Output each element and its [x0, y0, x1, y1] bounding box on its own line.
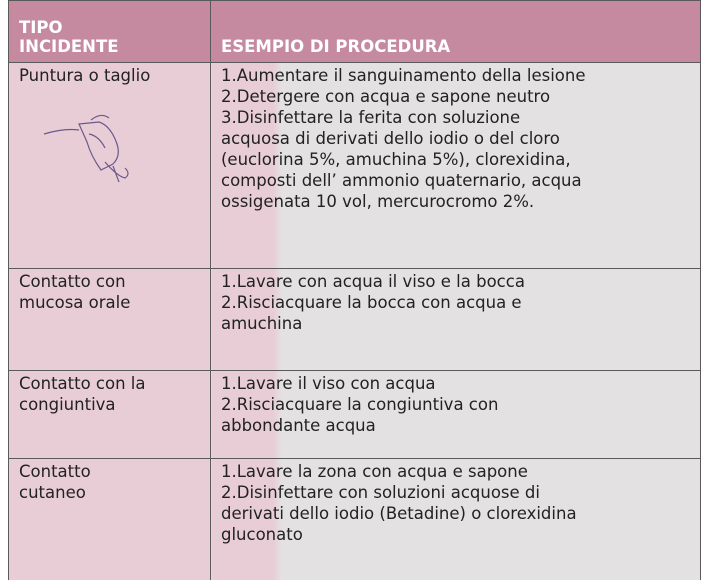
text-line: ESEMPIO DI PROCEDURA: [221, 37, 451, 56]
text-line: cutaneo: [19, 483, 86, 502]
header-cell: TIPO INCIDENTE: [8, 0, 211, 63]
text-line: Puntura o taglio: [19, 66, 151, 85]
text-line: ossigenata 10 vol, mercurocromo 2%.: [221, 192, 535, 211]
procedure-table: TIPO INCIDENTE ESEMPIO DI PROCEDURA Puntu…: [8, 0, 701, 580]
text-line: derivati dello iodio (Betadine) o clorex…: [221, 504, 577, 523]
text-line: (euclorina 5%, amuchina 5%), clorexidina…: [221, 150, 571, 169]
syringe-icon: [43, 114, 129, 183]
table-row: Contatto cutaneo 1.Lavare la zona con acqu…: [8, 458, 701, 580]
text-line: Contatto con: [19, 272, 126, 291]
text-line: mucosa orale: [19, 293, 131, 312]
text-line: Contatto: [19, 462, 91, 481]
table-cell: 1.Lavare la zona con acqua e sapone 2.Dis…: [210, 458, 701, 580]
header-cell: ESEMPIO DI PROCEDURA: [210, 0, 701, 63]
text-line: 1.Lavare il viso con acqua: [221, 374, 436, 393]
table-row: Contatto con mucosa orale 1.Lavare con acq…: [8, 268, 701, 371]
text-line: 3.Disinfettare la ferita con soluzione: [221, 108, 521, 127]
table-cell: 1.Lavare il viso con acqua 2.Risciacquare…: [210, 370, 701, 459]
text-line: acquosa di derivati dello iodio o del cl…: [221, 129, 560, 148]
table-row: Puntura o taglio 1.Aumentare il sanguinam…: [8, 62, 701, 269]
table-cell: Puntura o taglio: [8, 62, 211, 269]
text-line: 1.Aumentare il sanguinamento della lesio…: [221, 66, 586, 85]
text-line: amuchina: [221, 314, 303, 333]
text-line: congiuntiva: [19, 395, 116, 414]
table-row: Contatto con la congiuntiva 1.Lavare il vi…: [8, 370, 701, 459]
text-line: abbondante acqua: [221, 416, 376, 435]
text-line: TIPO: [19, 18, 63, 37]
table-cell: 1.Lavare con acqua il viso e la bocca 2.R…: [210, 268, 701, 371]
text-line: 1.Lavare la zona con acqua e sapone: [221, 462, 528, 481]
text-line: INCIDENTE: [19, 37, 119, 56]
table-cell: Contatto cutaneo: [8, 458, 211, 580]
table-cell: Contatto con mucosa orale: [8, 268, 211, 371]
table-cell: 1.Aumentare il sanguinamento della lesio…: [210, 62, 701, 269]
text-line: 2.Risciacquare la bocca con acqua e: [221, 293, 522, 312]
text-line: 2.Detergere con acqua e sapone neutro: [221, 87, 551, 106]
table-cell: Contatto con la congiuntiva: [8, 370, 211, 459]
text-line: 2.Risciacquare la congiuntiva con: [221, 395, 499, 414]
text-line: composti dell’ ammonio quaternario, acqu…: [221, 171, 582, 190]
text-line: 1.Lavare con acqua il viso e la bocca: [221, 272, 525, 291]
header-row: TIPO INCIDENTE ESEMPIO DI PROCEDURA: [8, 0, 701, 63]
text-line: gluconato: [221, 525, 303, 544]
text-line: 2.Disinfettare con soluzioni acquose di: [221, 483, 540, 502]
text-line: Contatto con la: [19, 374, 146, 393]
